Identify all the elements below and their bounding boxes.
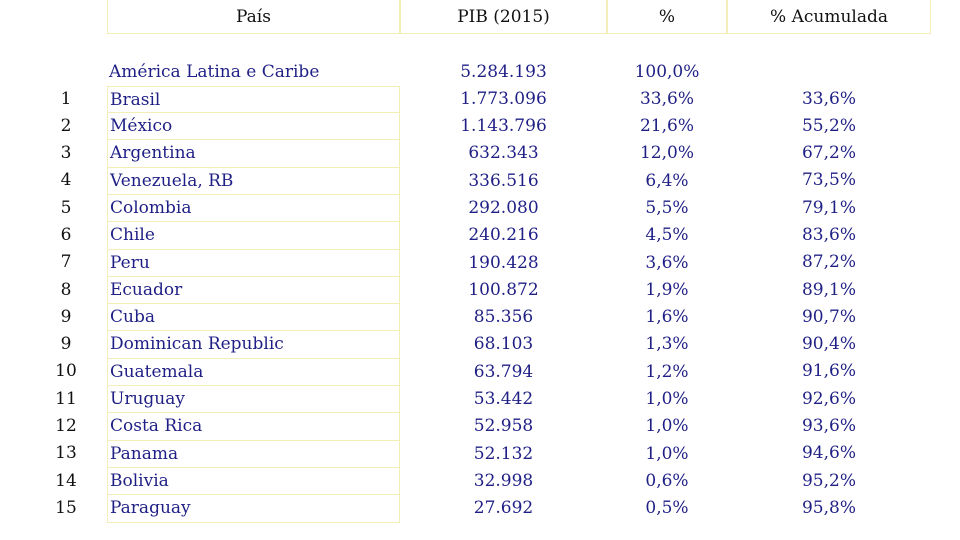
- rank-cell: 1: [60, 88, 72, 109]
- country-cell: Uruguay: [107, 386, 400, 414]
- gdp-cell: 1.773.096: [460, 88, 547, 109]
- country-cell: Colombia: [107, 194, 400, 223]
- percent-cell: 1,9%: [645, 279, 689, 300]
- country-cell: Costa Rica: [107, 413, 400, 441]
- percent-cell: 4,5%: [645, 225, 689, 246]
- header-acum: % Acumulada: [727, 0, 931, 34]
- gdp-cell: 100.872: [468, 279, 539, 300]
- percent-cell: 5,5%: [645, 197, 689, 218]
- header-pais: País: [107, 0, 400, 34]
- country-column: América Latina e Caribe Brasil México Arge…: [107, 59, 400, 523]
- percent-cell: 1,0%: [645, 416, 689, 437]
- gdp-cell: 336.516: [468, 170, 539, 191]
- country-cell: Brasil: [107, 85, 400, 114]
- cumulative-cell: 89,1%: [801, 279, 856, 300]
- country-cell: Paraguay: [107, 495, 400, 523]
- gdp-cell: 53.442: [473, 389, 534, 410]
- rank-cell: 9: [60, 306, 72, 327]
- percent-cell: 1,0%: [645, 443, 689, 464]
- percent-cell: 0,6%: [645, 470, 689, 491]
- gdp-cell: 190.428: [468, 252, 539, 273]
- percent-cell: 1,0%: [645, 389, 689, 410]
- country-cell: Peru: [107, 249, 400, 277]
- rank-cell: 8: [60, 279, 72, 300]
- rank-cell: 14: [55, 470, 77, 491]
- country-cell: Venezuela, RB: [107, 167, 400, 195]
- percent-column: 100,0% 33,6% 21,6% 12,0% 6,4% 5,5% 4,5% 3,6% 1,…: [607, 59, 727, 523]
- cumulative-cell: 95,2%: [801, 470, 856, 491]
- gdp-cell: 68.103: [473, 334, 534, 355]
- header-pib: PIB (2015): [400, 0, 607, 34]
- cumulative-cell: 92,6%: [801, 388, 856, 409]
- cumulative-cell: 95,8%: [801, 497, 856, 518]
- cumulative-cell: 90,7%: [801, 306, 856, 327]
- total-percent: 100,0%: [634, 61, 700, 82]
- rank-cell: 2: [60, 115, 72, 136]
- cumulative-cell: 90,4%: [801, 334, 856, 355]
- gdp-cell: 32.998: [473, 470, 534, 491]
- rank-cell: 15: [55, 497, 77, 518]
- percent-cell: 6,4%: [645, 170, 689, 191]
- header-pct: %: [607, 0, 727, 34]
- gdp-cell: 63.794: [473, 361, 534, 382]
- cumulative-cell: 67,2%: [801, 143, 856, 164]
- total-country: América Latina e Caribe: [109, 61, 320, 82]
- rank-cell: 5: [60, 197, 72, 218]
- gdp-column: 5.284.193 1.773.096 1.143.796 632.343 336.5…: [400, 59, 607, 523]
- country-cell: Cuba: [107, 304, 400, 332]
- rank-column: 1 2 3 4 5 6 7 8 9 9 10 11 12 13 14 15: [40, 86, 92, 523]
- cumulative-cell: 73,5%: [801, 170, 856, 191]
- country-cell: Guatemala: [107, 358, 400, 387]
- gdp-cell: 292.080: [468, 197, 539, 218]
- rank-cell: 7: [60, 252, 72, 273]
- gdp-cell: 52.958: [473, 416, 534, 437]
- country-cell: Dominican Republic: [107, 331, 400, 359]
- country-cell: Chile: [107, 222, 400, 250]
- percent-cell: 1,2%: [645, 361, 689, 382]
- percent-cell: 1,3%: [645, 334, 689, 355]
- rank-cell: 12: [55, 416, 77, 437]
- country-cell: México: [107, 113, 400, 141]
- rank-cell: 4: [60, 170, 72, 191]
- cumulative-cell: 94,6%: [801, 443, 856, 464]
- percent-cell: 0,5%: [645, 498, 689, 519]
- country-cell: Argentina: [107, 140, 400, 168]
- percent-cell: 3,6%: [645, 252, 689, 273]
- gdp-cell: 27.692: [473, 498, 534, 519]
- cumulative-cell: 83,6%: [801, 224, 856, 245]
- cumulative-cell: 79,1%: [801, 197, 856, 218]
- gdp-cell: 240.216: [468, 225, 539, 246]
- gdp-cell: 85.356: [473, 307, 534, 328]
- total-gdp: 5.284.193: [460, 61, 547, 82]
- cumulative-column: 33,6% 55,2% 67,2% 73,5% 79,1% 83,6% 87,2% 89,1%…: [727, 86, 931, 523]
- country-cell: Bolivia: [107, 467, 400, 496]
- cumulative-cell: 91,6%: [801, 361, 856, 382]
- rank-cell: 13: [55, 443, 77, 464]
- country-cell: Panama: [107, 440, 400, 468]
- gdp-cell: 52.132: [473, 443, 534, 464]
- cumulative-cell: 55,2%: [801, 115, 856, 136]
- percent-cell: 21,6%: [639, 116, 694, 137]
- percent-cell: 33,6%: [639, 88, 694, 109]
- gdp-cell: 1.143.796: [460, 116, 547, 137]
- gdp-cell: 632.343: [468, 143, 539, 164]
- percent-cell: 12,0%: [639, 143, 694, 164]
- rank-cell: 6: [60, 224, 72, 245]
- country-cell: Ecuador: [107, 276, 400, 305]
- cumulative-cell: 87,2%: [801, 252, 856, 273]
- rank-cell: 9: [60, 334, 72, 355]
- percent-cell: 1,6%: [645, 307, 689, 328]
- cumulative-cell: 33,6%: [801, 88, 856, 109]
- rank-cell: 10: [55, 361, 77, 382]
- rank-cell: 11: [55, 388, 77, 409]
- rank-cell: 3: [60, 143, 72, 164]
- cumulative-cell: 93,6%: [801, 416, 856, 437]
